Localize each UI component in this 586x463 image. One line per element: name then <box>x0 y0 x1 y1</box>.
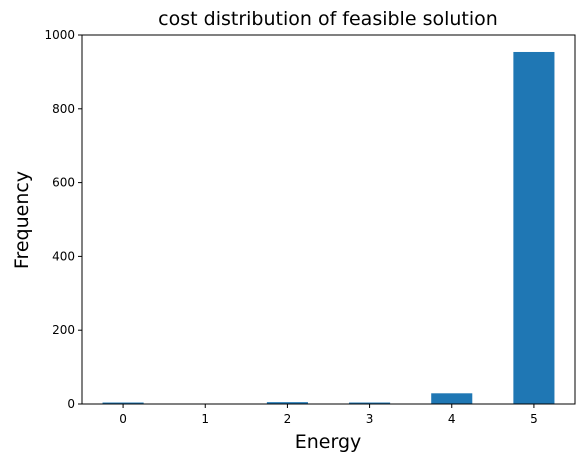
x-tick-label: 5 <box>530 412 538 426</box>
bar <box>513 51 555 404</box>
x-axis-label: Energy <box>295 431 362 453</box>
y-axis-label: Frequency <box>11 171 33 269</box>
bar <box>266 402 308 404</box>
y-tick-label: 1000 <box>44 28 75 42</box>
bar <box>102 402 144 404</box>
y-tick-label: 0 <box>67 397 75 411</box>
y-tick-label: 400 <box>52 249 75 263</box>
plot-frame <box>81 34 576 405</box>
chart-title: cost distribution of feasible solution <box>158 8 498 30</box>
y-tick-label: 600 <box>52 176 75 190</box>
bar <box>349 402 391 404</box>
x-tick-label: 3 <box>366 412 374 426</box>
bar <box>431 393 473 404</box>
x-tick-label: 2 <box>284 412 292 426</box>
x-tick-label: 1 <box>201 412 209 426</box>
y-tick-label: 800 <box>52 102 75 116</box>
x-tick-label: 0 <box>119 412 127 426</box>
x-tick-label: 4 <box>448 412 456 426</box>
y-tick-label: 200 <box>52 323 75 337</box>
